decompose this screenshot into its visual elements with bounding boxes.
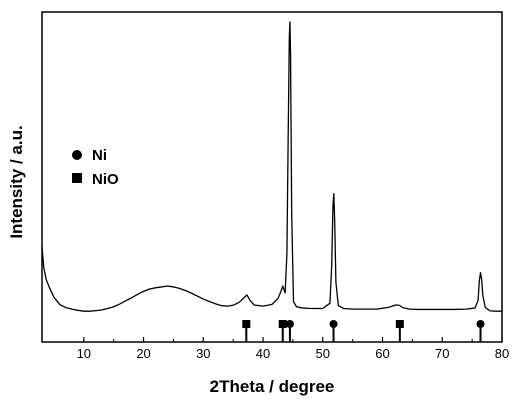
legend-ni-label: Ni bbox=[92, 147, 107, 164]
nio-marker-square bbox=[278, 320, 287, 328]
x-tick-label: 20 bbox=[136, 346, 150, 361]
x-tick-label: 70 bbox=[435, 346, 449, 361]
x-tick-label: 10 bbox=[77, 346, 91, 361]
reference-markers bbox=[242, 320, 485, 342]
legend-ni-symbol bbox=[72, 150, 82, 160]
legend: Ni NiO bbox=[72, 147, 119, 188]
ni-marker-circle bbox=[476, 320, 485, 328]
ni-marker-circle bbox=[285, 320, 294, 328]
ni-marker-circle bbox=[329, 320, 338, 328]
plot-area: 10 20 30 40 50 60 70 80 bbox=[41, 11, 509, 361]
x-tick-label: 40 bbox=[256, 346, 270, 361]
x-tick-label: 60 bbox=[375, 346, 389, 361]
x-axis-ticks: 10 20 30 40 50 60 70 80 bbox=[77, 337, 509, 361]
plot-frame bbox=[41, 11, 503, 343]
xrd-pattern-line bbox=[41, 21, 502, 312]
y-axis-title: Intensity / a.u. bbox=[7, 125, 26, 238]
legend-nio-label: NiO bbox=[92, 171, 119, 188]
x-tick-label: 80 bbox=[495, 346, 509, 361]
nio-marker-square bbox=[395, 320, 404, 328]
nio-marker-square bbox=[242, 320, 251, 328]
legend-nio-symbol bbox=[72, 173, 82, 183]
x-tick-label: 50 bbox=[316, 346, 330, 361]
x-axis-title: 2Theta / degree bbox=[210, 377, 335, 396]
x-tick-label: 30 bbox=[196, 346, 210, 361]
